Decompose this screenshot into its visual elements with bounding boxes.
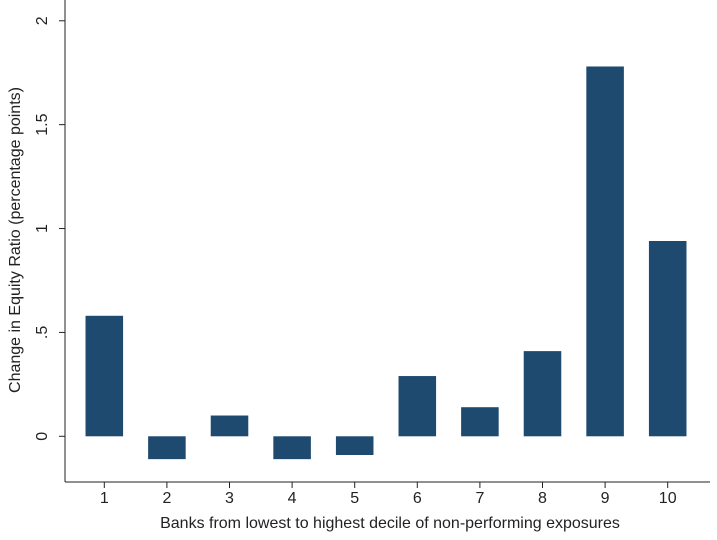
x-tick-label: 3 — [225, 490, 234, 507]
bar — [398, 376, 437, 437]
x-tick-label: 10 — [659, 490, 677, 507]
bar — [648, 241, 687, 437]
bar — [335, 436, 374, 455]
bar — [273, 436, 311, 460]
y-tick-label: .5 — [34, 326, 51, 339]
bar — [148, 436, 186, 460]
x-tick-label: 2 — [162, 490, 171, 507]
x-tick-label: 5 — [350, 490, 359, 507]
y-tick-label: 0 — [34, 432, 51, 441]
x-tick-label: 8 — [538, 490, 547, 507]
x-tick-label: 7 — [475, 490, 484, 507]
x-tick-label: 9 — [601, 490, 610, 507]
bar — [210, 415, 249, 437]
y-axis-label: Change in Equity Ratio (percentage point… — [7, 87, 24, 393]
bar — [85, 315, 124, 437]
bar — [461, 407, 499, 437]
x-tick-label: 1 — [100, 490, 109, 507]
bar — [586, 66, 624, 437]
y-tick-label: 1.5 — [34, 113, 51, 135]
x-tick-label: 4 — [288, 490, 297, 507]
y-tick-label: 1 — [34, 224, 51, 233]
x-axis-label: Banks from lowest to highest decile of n… — [160, 515, 620, 532]
y-tick-label: 2 — [34, 16, 51, 25]
bar — [523, 351, 562, 437]
x-tick-label: 6 — [413, 490, 422, 507]
